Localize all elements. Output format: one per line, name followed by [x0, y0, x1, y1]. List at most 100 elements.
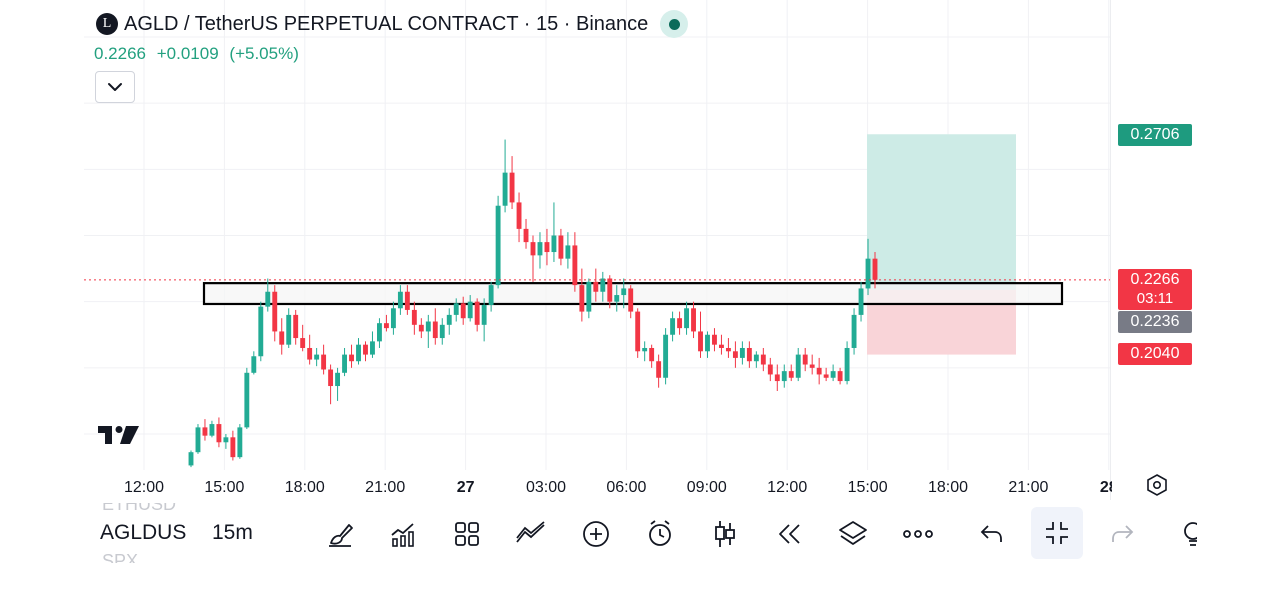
candle-body — [628, 288, 634, 312]
candle-body — [453, 303, 459, 315]
layers-icon[interactable] — [834, 515, 872, 553]
symbol-selector[interactable]: AGLDUS — [100, 521, 187, 544]
candle-body — [474, 301, 480, 325]
candle-body — [370, 341, 375, 355]
interval-selector[interactable]: 15m — [212, 521, 253, 544]
candle-body — [265, 291, 271, 307]
candle-body — [802, 354, 808, 365]
bar-countdown-label: 03:11 — [1136, 290, 1174, 307]
candle-body — [670, 318, 676, 335]
market-status-icon[interactable] — [660, 10, 689, 38]
candle-body — [411, 309, 417, 325]
legend-toggle-button[interactable] — [95, 71, 135, 103]
tradingview-logo-icon — [98, 426, 139, 444]
candle-body — [663, 334, 669, 378]
candle-body — [586, 281, 592, 312]
entry-price-badge: 0.2236 — [1118, 311, 1192, 333]
candle-body — [390, 308, 396, 329]
candle-body — [837, 371, 843, 382]
symbol-title[interactable]: AGLD / TetherUS PERPETUAL CONTRACT · 15 … — [124, 12, 649, 35]
undo-icon[interactable] — [973, 515, 1011, 553]
collapse-icon[interactable] — [1031, 507, 1083, 559]
x-tick-label: 27 — [457, 479, 475, 496]
candle-body — [356, 344, 361, 362]
candle-body — [446, 314, 452, 325]
candle-body — [579, 285, 585, 312]
bar-style-icon[interactable] — [706, 515, 744, 553]
candle-body — [760, 354, 766, 365]
add-icon[interactable] — [577, 515, 615, 553]
candle-body — [272, 291, 278, 332]
price-change-percent: (+5.05%) — [229, 44, 299, 63]
candle-body — [767, 364, 773, 375]
layout-grid-icon[interactable] — [448, 515, 486, 553]
candle-body — [572, 245, 578, 286]
candle-body — [851, 314, 857, 348]
candle-body — [600, 278, 606, 292]
candle-body — [251, 356, 257, 373]
indicators-icon[interactable] — [384, 515, 422, 553]
candle-body — [844, 347, 850, 382]
candle-body — [202, 427, 208, 436]
candle-body — [732, 351, 738, 358]
candle-body — [321, 354, 327, 370]
symbol-list-item-next[interactable]: SPX — [102, 551, 139, 563]
candle-body — [286, 314, 292, 345]
candle-body — [795, 354, 801, 378]
candle-body — [293, 314, 299, 339]
candle-body — [516, 202, 522, 229]
current-price-label: 0.2266 — [1130, 271, 1180, 288]
candle-body — [509, 172, 515, 203]
candle-body — [593, 281, 599, 292]
candle-body — [418, 324, 424, 332]
brush-icon[interactable] — [321, 515, 359, 553]
symbol-header[interactable]: L AGLD / TetherUS PERPETUAL CONTRACT · 1… — [96, 10, 689, 38]
chart-area[interactable]: 12:00 15:00 18:00 21:00 27 03:00 06:00 09:00 12:… — [84, 0, 1112, 496]
candle-body — [188, 452, 194, 466]
candle-body — [691, 308, 696, 332]
candle-body — [209, 424, 215, 436]
current-price-badge: 0.2266 03:11 — [1118, 269, 1192, 310]
candle-body — [523, 228, 529, 243]
candle-body — [279, 331, 285, 345]
candle-body — [363, 344, 368, 355]
candle-body — [705, 334, 710, 352]
candle-body — [544, 242, 550, 253]
candle-body — [753, 354, 759, 362]
price-scale-divider — [1110, 0, 1111, 500]
candle-body — [865, 258, 871, 289]
price-change-line: 0.2266 +0.0109 (+5.05%) — [94, 44, 305, 64]
stop-loss-price-badge: 0.2040 — [1118, 343, 1192, 365]
redo-icon[interactable] — [1103, 515, 1141, 553]
candle-body — [565, 245, 571, 259]
x-tick-label: 21:00 — [365, 479, 405, 496]
candle-body — [230, 437, 236, 458]
chart-settings-icon[interactable] — [1145, 473, 1169, 497]
candle-body — [858, 288, 864, 315]
take-profit-zone — [867, 134, 1016, 290]
x-tick-label: 15:00 — [204, 479, 244, 496]
candle-body — [467, 301, 473, 319]
compare-icon[interactable] — [512, 515, 550, 553]
more-icon[interactable] — [899, 515, 937, 553]
candle-body — [537, 242, 543, 256]
candle-body — [781, 371, 787, 382]
candle-body — [607, 278, 613, 302]
symbol-list-item-prev[interactable]: ETHUSD — [102, 503, 177, 514]
candle-body — [739, 347, 745, 358]
candle-body — [656, 361, 662, 378]
x-tick-label: 09:00 — [687, 479, 727, 496]
price-change: +0.0109 — [156, 44, 219, 63]
candle-body — [342, 354, 347, 373]
replay-icon[interactable] — [770, 515, 808, 553]
candle-body — [698, 331, 703, 352]
candle-body — [328, 369, 334, 387]
last-price: 0.2266 — [94, 44, 146, 63]
candlestick-chart[interactable]: 12:00 15:00 18:00 21:00 27 03:00 06:00 09:00 12:… — [84, 0, 1112, 500]
idea-icon[interactable] — [1174, 515, 1197, 553]
x-tick-label: 18:00 — [285, 479, 325, 496]
alert-icon[interactable] — [641, 515, 679, 553]
candle-body — [551, 235, 557, 253]
candle-body — [397, 291, 403, 309]
candle-body — [307, 347, 313, 360]
